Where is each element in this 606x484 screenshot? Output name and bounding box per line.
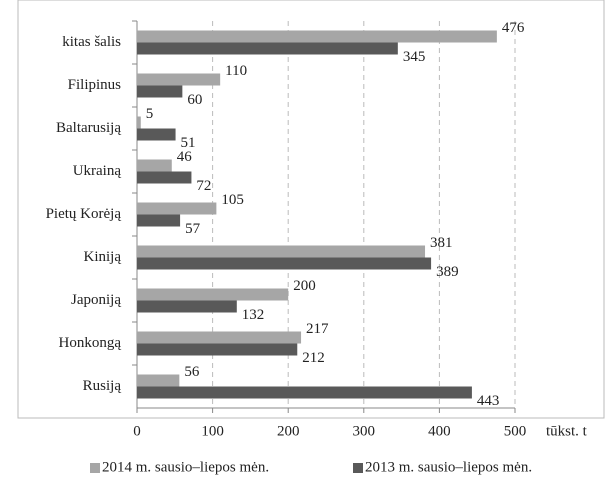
y-tick-label: Ukrainą [73,163,122,179]
bar [137,73,221,86]
chart-frame [17,0,605,419]
bar [137,159,172,172]
bar [137,202,217,215]
x-axis-label: tūkst. t [546,423,588,439]
y-tick-label: Kiniją [84,249,122,265]
y-tick-label: Pietų Korėją [46,206,122,222]
legend-swatch [353,463,363,473]
legend-label: 2014 m. sausio–liepos mėn. [102,459,269,475]
x-tick-label: 100 [201,423,224,439]
bar [137,42,398,55]
value-label: 345 [403,49,426,65]
value-label: 72 [196,178,211,194]
bar [137,300,237,313]
value-label: 443 [477,393,500,409]
legend-swatch [90,463,100,473]
x-tick-label: 0 [133,423,141,439]
value-label: 212 [302,350,325,366]
value-label: 5 [146,106,154,122]
value-label: 60 [187,92,202,108]
value-label: 200 [293,278,316,294]
bar [137,386,472,399]
value-label: 105 [221,192,244,208]
x-tick-label: 500 [504,423,527,439]
y-tick-label: Honkongą [59,335,122,351]
bar [137,30,497,43]
y-tick-label: Rusiją [83,378,122,394]
value-label: 381 [430,235,453,251]
value-label: 476 [502,20,525,36]
y-tick-label: kitas šalis [62,34,121,50]
bar [137,331,302,344]
value-label: 132 [242,307,264,323]
x-tick-label: 300 [353,423,376,439]
bar [137,116,141,129]
value-label: 56 [184,364,200,380]
bar [137,288,289,301]
bar [137,374,180,387]
value-label: 51 [181,135,196,151]
y-tick-label: Baltarusiją [56,120,121,136]
y-tick-label: Filipinus [68,77,122,93]
x-tick-label: 200 [277,423,300,439]
bar [137,343,298,356]
bar [137,257,432,270]
value-label: 110 [225,63,247,79]
value-label: 389 [436,264,459,280]
value-label: 46 [177,149,193,165]
x-tick-label: 400 [428,423,451,439]
value-label: 57 [185,221,201,237]
legend-label: 2013 m. sausio–liepos mėn. [365,459,532,475]
value-label: 217 [306,321,329,337]
y-tick-label: Japoniją [71,292,121,308]
bar [137,245,426,258]
bar [137,128,176,141]
bar [137,85,183,98]
bar [137,214,181,227]
bar [137,171,192,184]
